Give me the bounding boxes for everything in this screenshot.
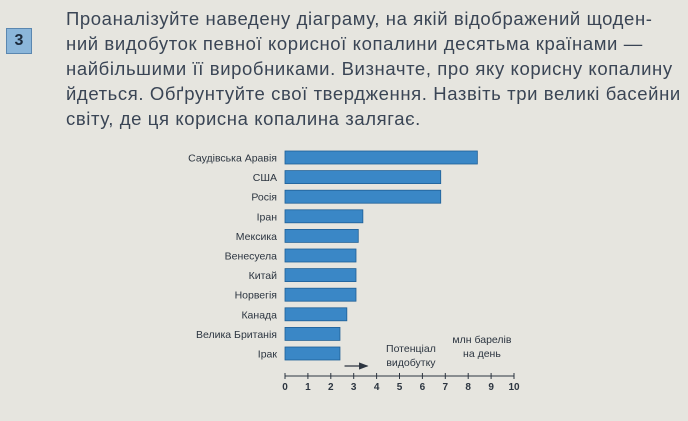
annotation-text: Потенціал <box>386 343 436 355</box>
unit-label: млн барелів <box>452 334 511 346</box>
x-tick-label: 1 <box>305 382 311 393</box>
task-text-line: Проаналізуйте наведену діаграму, на якій… <box>66 8 653 29</box>
task-text-line: найбільшими її виробниками. Визначте, пр… <box>66 58 673 79</box>
category-label: США <box>253 172 277 184</box>
x-tick-label: 10 <box>508 382 520 393</box>
x-tick-label: 2 <box>328 382 334 393</box>
category-label: Велика Британія <box>196 329 277 341</box>
bar <box>284 268 357 283</box>
category-label: Іран <box>257 211 278 223</box>
bar <box>284 287 357 302</box>
x-tick-label: 0 <box>282 382 288 393</box>
category-label: Саудівська Аравія <box>188 153 277 165</box>
task-number-badge: 3 <box>6 28 32 54</box>
bar <box>284 150 478 165</box>
bar <box>284 189 442 204</box>
bar <box>284 307 348 322</box>
bar <box>284 170 442 185</box>
x-tick-label: 3 <box>351 382 357 393</box>
annotation-text: видобутку <box>386 357 436 369</box>
category-label: Норвегія <box>235 290 277 302</box>
category-label: Мексика <box>236 231 277 243</box>
x-tick-label: 7 <box>443 382 449 393</box>
x-tick-label: 8 <box>465 382 471 393</box>
category-label: Канада <box>241 309 277 321</box>
task-text-line: ний видобуток певної корисної копалини д… <box>66 33 643 54</box>
bar <box>284 326 341 341</box>
x-tick-label: 6 <box>420 382 426 393</box>
category-label: Росія <box>251 192 277 204</box>
category-label: Венесуела <box>225 251 277 263</box>
task-text: Проаналізуйте наведену діаграму, на якій… <box>66 6 682 131</box>
category-label: Ірак <box>258 349 278 361</box>
bar <box>284 248 357 263</box>
x-tick-label: 9 <box>488 382 494 393</box>
x-tick-label: 4 <box>374 382 380 393</box>
unit-label: на день <box>463 348 501 360</box>
task-text-line: світу, де ця корисна копалина залягає. <box>66 108 421 129</box>
bar <box>284 346 341 361</box>
category-label: Китай <box>249 270 278 282</box>
bar <box>284 209 364 224</box>
x-tick-label: 5 <box>397 382 403 393</box>
task-text-line: йдеться. Обґрунтуйте свої твердження. На… <box>66 83 681 104</box>
bar <box>284 228 359 243</box>
